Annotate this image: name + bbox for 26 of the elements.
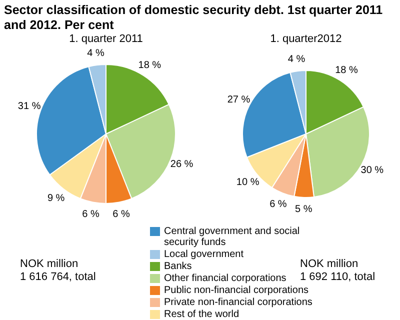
chart-title: Sector classification of domestic security debt. 1st quarter 2011 and 2012. Per cent xyxy=(4,3,384,33)
legend-label: Private non-financial corporations xyxy=(164,297,312,308)
data-label: 18 % xyxy=(138,60,162,71)
data-label: 27 % xyxy=(227,94,250,106)
data-label: 18 % xyxy=(335,65,358,76)
data-label: 5 % xyxy=(295,204,312,216)
legend-label: Rest of the world xyxy=(164,309,240,320)
chart-subtitle: 1. quarter 2011 xyxy=(68,33,144,45)
data-label: 10 % xyxy=(236,176,260,188)
data-label: 31 % xyxy=(18,101,41,112)
chart-subtitle: 1. quarter2012 xyxy=(269,33,343,45)
legend-label: Public non-financial corporations xyxy=(164,285,309,296)
data-label: 9 % xyxy=(47,193,65,204)
text: NOK million 1 692 110, total xyxy=(300,258,376,284)
data-label: 6 % xyxy=(270,198,287,210)
legend-label: Local government xyxy=(164,249,244,260)
text: NOK million 1 616 764, total xyxy=(20,258,96,284)
legend-label: Central government and social security funds xyxy=(164,226,301,248)
data-label: 6 % xyxy=(82,208,100,220)
data-label: 26 % xyxy=(170,158,194,170)
data-label: 30 % xyxy=(360,165,384,176)
legend-label: Banks xyxy=(164,261,192,272)
data-label: 4 % xyxy=(87,48,105,59)
data-label: 6 % xyxy=(112,208,130,220)
legend-label: Other financial corporations xyxy=(164,273,286,284)
data-label: 4 % xyxy=(288,54,306,65)
